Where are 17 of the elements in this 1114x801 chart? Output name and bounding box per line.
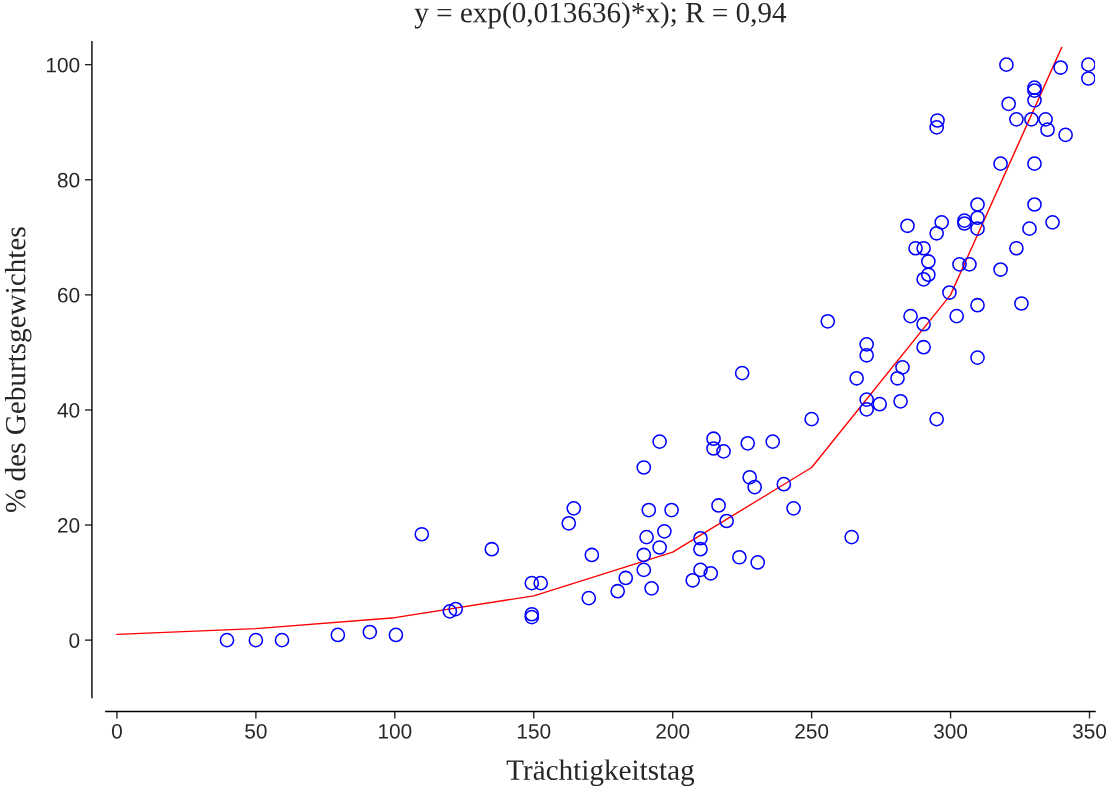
- x-tick-label: 300: [933, 723, 968, 739]
- y-tick-label: 20: [58, 518, 80, 533]
- y-tick-label: 40: [57, 402, 80, 418]
- y-tick-label: 0: [69, 633, 80, 648]
- x-tick-label: 350: [1072, 723, 1107, 739]
- chart-title: y = exp(0,013636)*x); R = 0,94: [414, 1, 787, 29]
- y-tick-label: 80: [57, 172, 80, 188]
- y-axis-title: % des Geburtsgewichtes: [4, 227, 32, 513]
- x-tick-label: 50: [245, 723, 267, 739]
- x-tick-label: 100: [379, 723, 412, 739]
- x-axis-title: Trächtigkeitstag: [506, 759, 695, 786]
- x-tick-label: 150: [517, 723, 551, 739]
- y-tick-label: 100: [46, 57, 80, 73]
- x-tick-label: 200: [656, 723, 690, 739]
- x-tick-label: 250: [795, 723, 829, 739]
- y-tick-label: 60: [58, 287, 80, 303]
- x-tick-label: 0: [111, 723, 122, 739]
